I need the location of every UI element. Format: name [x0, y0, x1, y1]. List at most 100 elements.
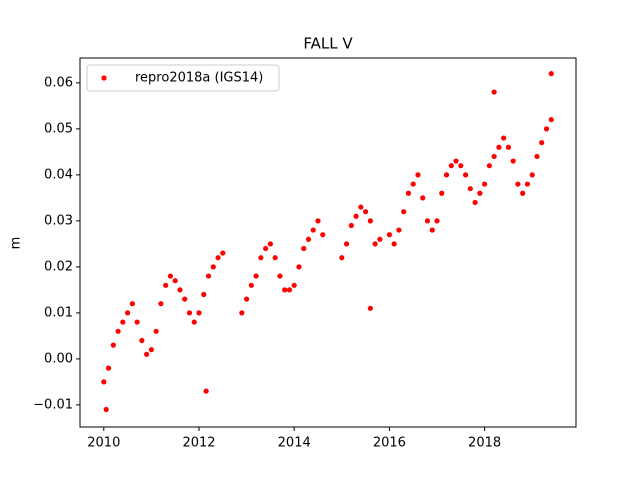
point: [148, 347, 155, 353]
point: [258, 255, 264, 261]
point: [248, 282, 254, 288]
point: [491, 89, 497, 95]
point: [301, 245, 307, 252]
point: [134, 319, 140, 325]
point: [203, 388, 209, 394]
point: [253, 273, 259, 279]
point: [296, 264, 302, 270]
point: [482, 181, 488, 187]
point: [353, 213, 359, 219]
point: [396, 227, 402, 233]
point: [505, 144, 512, 150]
point: [153, 328, 159, 334]
point: [515, 181, 521, 187]
point: [358, 204, 364, 210]
y-tick-label: 0.01: [44, 305, 73, 320]
point: [186, 310, 193, 316]
point: [315, 218, 321, 224]
point: [115, 328, 121, 334]
point: [377, 236, 383, 242]
point: [415, 172, 421, 178]
point: [101, 379, 107, 385]
point: [524, 181, 531, 187]
point: [491, 153, 497, 160]
point: [367, 305, 373, 311]
point: [105, 365, 112, 371]
point: [548, 71, 554, 77]
x-tick-label: 2018: [468, 436, 501, 451]
point: [220, 250, 226, 256]
legend-marker: [101, 75, 107, 81]
point: [443, 172, 450, 178]
point: [543, 126, 550, 132]
point: [429, 227, 435, 233]
point: [467, 186, 473, 192]
point: [177, 287, 183, 293]
point: [343, 241, 350, 247]
point: [163, 282, 169, 288]
point: [305, 236, 312, 242]
point: [172, 278, 178, 284]
y-tick-label: −0.01: [33, 397, 73, 412]
point: [510, 158, 516, 164]
point: [496, 144, 502, 150]
point: [210, 264, 216, 270]
point: [424, 218, 431, 224]
point: [501, 135, 507, 141]
point: [244, 296, 250, 302]
point: [215, 255, 221, 261]
point: [191, 319, 197, 325]
point: [239, 310, 245, 316]
point: [372, 241, 378, 247]
point: [405, 190, 412, 196]
point: [448, 163, 454, 169]
y-tick-label: 0.02: [44, 259, 73, 274]
chart-title: FALL V: [303, 35, 353, 53]
point: [158, 301, 164, 307]
point: [401, 209, 407, 215]
point: [291, 282, 297, 288]
point: [205, 273, 212, 279]
point: [367, 218, 373, 224]
point: [339, 255, 345, 261]
point: [434, 218, 440, 224]
point: [539, 140, 545, 146]
point: [520, 190, 526, 196]
point: [534, 153, 540, 160]
point: [201, 291, 207, 298]
point: [363, 209, 369, 215]
point: [196, 310, 202, 316]
x-tick-label: 2016: [373, 436, 406, 451]
point: [286, 287, 293, 293]
legend-box: [86, 64, 280, 92]
point: [277, 273, 283, 279]
point: [267, 241, 274, 247]
x-tick-label: 2010: [87, 436, 120, 451]
point: [110, 342, 116, 348]
point: [386, 232, 393, 238]
y-tick-label: 0.04: [44, 167, 73, 182]
point: [320, 232, 326, 238]
y-tick-label: 0.03: [44, 213, 73, 228]
y-tick-label: 0.00: [44, 351, 73, 366]
plot-frame: [79, 57, 577, 428]
point: [462, 172, 469, 178]
y-tick-label: 0.06: [44, 75, 73, 90]
point: [348, 222, 354, 229]
point: [391, 241, 397, 247]
point: [120, 319, 126, 325]
point: [458, 163, 464, 169]
point: [139, 337, 145, 344]
point: [472, 199, 478, 206]
point: [439, 190, 445, 196]
point: [263, 245, 269, 252]
point: [529, 172, 535, 178]
x-tick-label: 2014: [278, 436, 311, 451]
legend-label: repro2018a (IGS14): [135, 71, 263, 86]
x-tick-label: 2012: [182, 436, 215, 451]
point: [486, 163, 492, 169]
point: [453, 158, 459, 164]
point: [282, 287, 288, 293]
y-tick-label: 0.05: [44, 121, 73, 136]
